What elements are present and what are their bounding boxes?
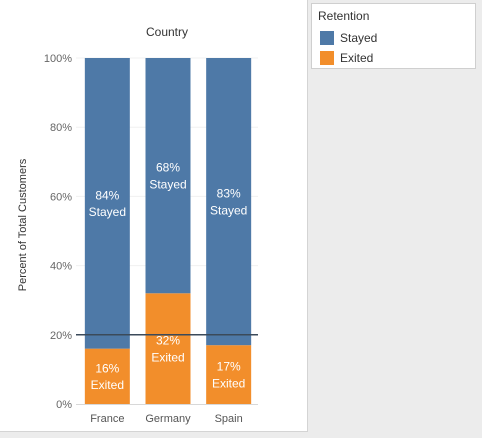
y-tick-label: 0% — [56, 399, 72, 411]
legend-swatch-stayed — [320, 31, 334, 45]
data-label-exited-spain: 17% Exited — [212, 360, 245, 391]
chart-panel: Country Percent of Total Customers 0% 20% 40… — [0, 0, 308, 432]
data-label-exited-germany: 32% Exited — [151, 334, 184, 365]
legend-item-exited[interactable]: Exited — [320, 51, 373, 65]
data-label-stayed-germany: 68% Stayed — [149, 161, 186, 192]
legend-title: Retention — [318, 9, 370, 23]
y-tick-label: 80% — [50, 122, 72, 134]
legend-swatch-exited — [320, 51, 334, 65]
bar-stayed-germany[interactable] — [145, 58, 191, 294]
bar-exited-germany[interactable] — [145, 293, 191, 404]
y-tick-label: 100% — [44, 53, 72, 65]
legend-label-exited: Exited — [340, 51, 374, 65]
bar-stayed-france[interactable] — [84, 58, 130, 349]
stacked-bar-chart: Country Percent of Total Customers 0% 20% 40… — [17, 25, 258, 425]
y-tick-label: 40% — [50, 261, 72, 273]
data-label-stayed-spain: 83% Stayed — [210, 187, 247, 218]
chart-title: Country — [146, 25, 188, 39]
x-tick-label: Germany — [145, 413, 191, 425]
data-label-stayed-france: 84% Stayed — [89, 188, 126, 219]
bar-stayed-spain[interactable] — [206, 58, 252, 346]
y-tick-label: 60% — [50, 191, 72, 203]
x-tick-label: France — [90, 413, 124, 425]
bar-exited-spain[interactable] — [206, 345, 252, 404]
data-label-exited-france: 16% Exited — [91, 361, 124, 392]
legend-label-stayed: Stayed — [340, 31, 378, 45]
legend-item-stayed[interactable]: Stayed — [320, 31, 377, 45]
y-tick-label: 20% — [50, 330, 72, 342]
bar-exited-france[interactable] — [84, 348, 130, 404]
legend: Retention Stayed Exited — [311, 3, 476, 69]
y-axis-label: Percent of Total Customers — [17, 158, 29, 291]
x-tick-label: Spain — [215, 413, 243, 425]
